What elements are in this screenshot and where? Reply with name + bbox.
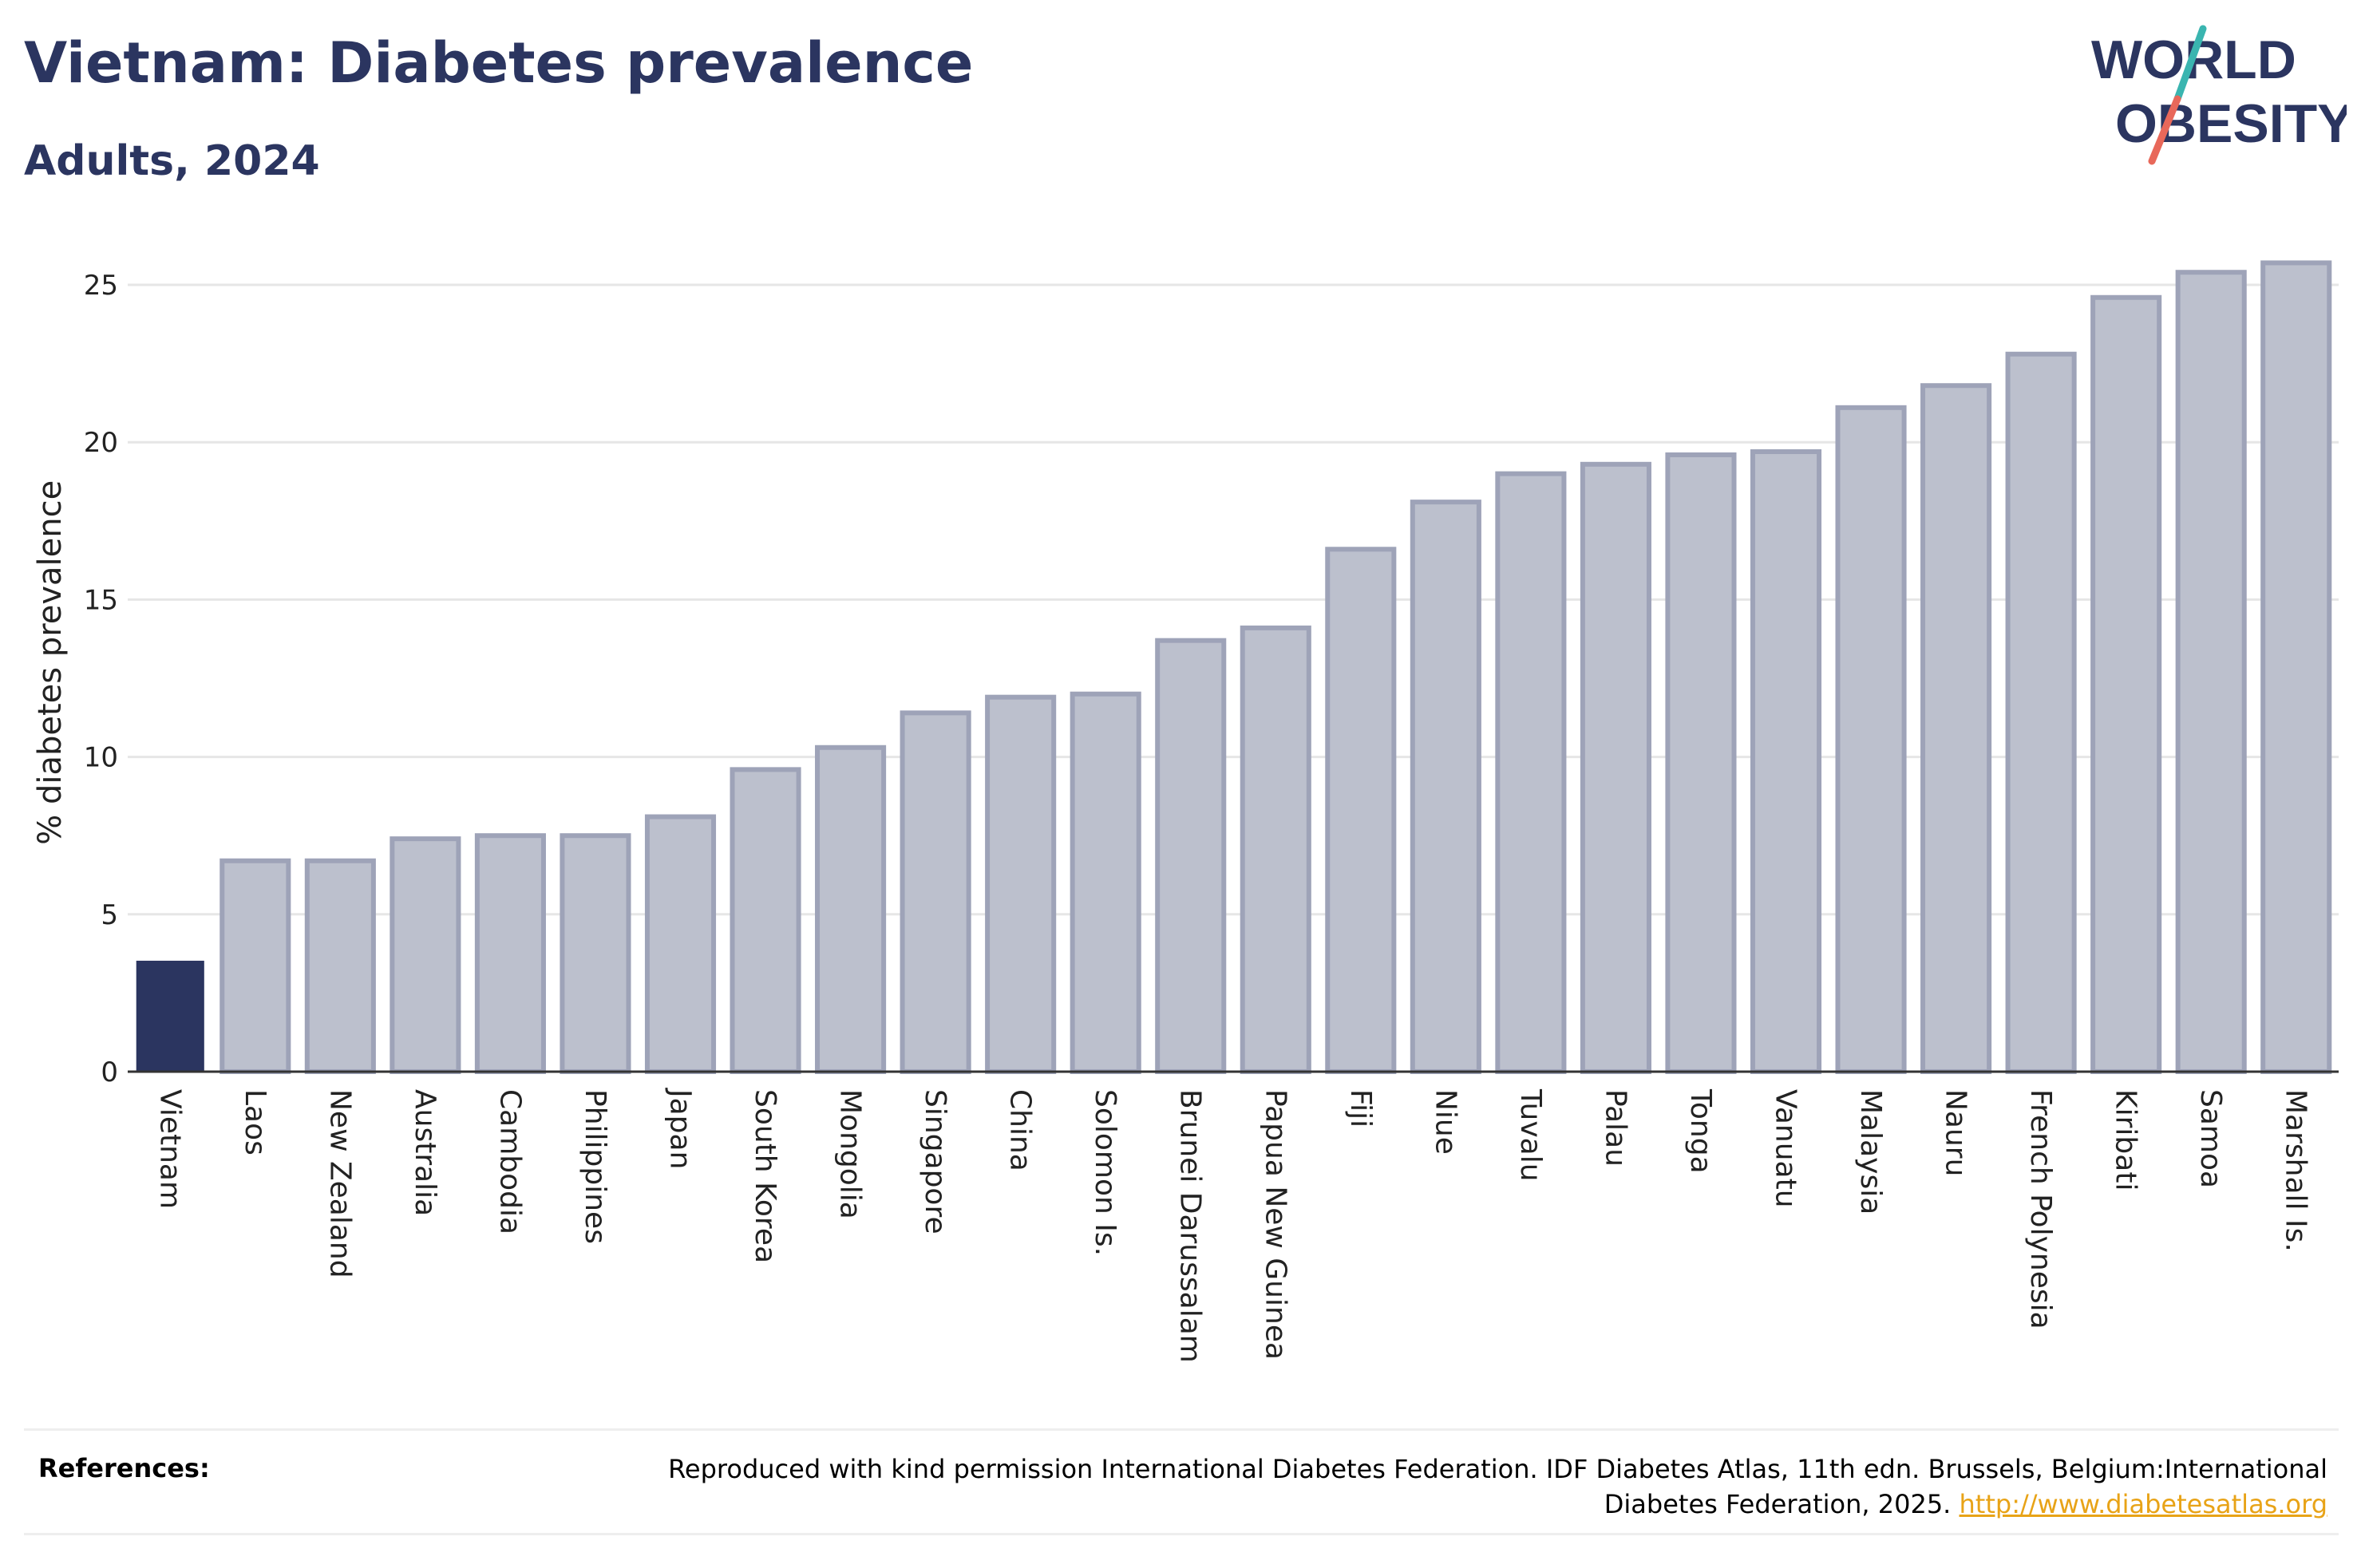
bar-papua-new-guinea bbox=[1240, 625, 1311, 1074]
x-tick-label: Tonga bbox=[1684, 1088, 1717, 1174]
x-tick-label: Vanuatu bbox=[1770, 1089, 1802, 1208]
x-tick-label: China bbox=[1004, 1089, 1037, 1171]
x-tick-label: New Zealand bbox=[323, 1089, 356, 1278]
bar-solomon-is- bbox=[1070, 691, 1141, 1074]
bar-japan bbox=[644, 814, 717, 1074]
bar-vietnam bbox=[136, 960, 204, 1072]
x-tick-label: Mongolia bbox=[834, 1089, 867, 1219]
logo-slash-bottom bbox=[2148, 95, 2181, 165]
world-obesity-logo: WORLD OBESITY bbox=[2091, 25, 2347, 165]
bar-australia bbox=[390, 836, 461, 1075]
y-tick-label: 5 bbox=[101, 899, 118, 931]
bar-french-polynesia bbox=[2005, 351, 2077, 1074]
x-tick-label: Australia bbox=[409, 1089, 441, 1216]
bar-new-zealand bbox=[304, 858, 376, 1074]
bar-vanuatu bbox=[1750, 449, 1822, 1074]
references-citation: Reproduced with kind permission Internat… bbox=[668, 1454, 2327, 1519]
references-text-block: Reproduced with kind permission Internat… bbox=[611, 1451, 2327, 1522]
bar-laos bbox=[219, 858, 291, 1074]
x-tick-label: Tuvalu bbox=[1514, 1088, 1547, 1182]
bar-marshall-is- bbox=[2260, 260, 2332, 1074]
bar-samoa bbox=[2175, 270, 2247, 1074]
y-tick-label: 0 bbox=[101, 1057, 118, 1088]
bar-fiji bbox=[1325, 547, 1397, 1074]
bar-china bbox=[985, 694, 1057, 1074]
x-tick-label: Fiji bbox=[1344, 1089, 1377, 1128]
x-tick-label: Cambodia bbox=[493, 1089, 526, 1234]
bar-niue bbox=[1410, 500, 1481, 1074]
x-tick-label: Papua New Guinea bbox=[1259, 1089, 1291, 1360]
y-axis-label: % diabetes prevalence bbox=[32, 480, 69, 845]
chart-subtitle: Adults, 2024 bbox=[24, 137, 320, 185]
x-tick-label: Brunei Darussalam bbox=[1174, 1089, 1207, 1363]
x-tick-label: Malaysia bbox=[1854, 1089, 1887, 1215]
chart-title: Vietnam: Diabetes prevalence bbox=[24, 30, 974, 96]
logo-slash-top bbox=[2173, 25, 2207, 103]
x-tick-label: South Korea bbox=[749, 1089, 781, 1263]
y-tick-label: 15 bbox=[84, 584, 118, 616]
references-link[interactable]: http://www.diabetesatlas.org bbox=[1959, 1489, 2327, 1519]
bar-nauru bbox=[1920, 383, 1992, 1074]
references-box: References: Reproduced with kind permiss… bbox=[24, 1428, 2339, 1535]
y-tick-label: 10 bbox=[84, 742, 118, 774]
bar-kiribati bbox=[2090, 294, 2162, 1074]
bar-malaysia bbox=[1835, 405, 1907, 1075]
logo-word-obesity: OBESITY bbox=[2115, 93, 2347, 154]
x-tick-label: Niue bbox=[1429, 1089, 1461, 1155]
x-tick-label: Palau bbox=[1599, 1089, 1631, 1167]
bar-south-korea bbox=[730, 767, 801, 1074]
bar-brunei-darussalam bbox=[1155, 638, 1227, 1074]
x-tick-label: Nauru bbox=[1940, 1089, 1972, 1176]
y-tick-label: 20 bbox=[84, 427, 118, 459]
bar-singapore bbox=[900, 710, 971, 1074]
x-tick-label: Samoa bbox=[2194, 1089, 2227, 1188]
x-tick-label: Vietnam bbox=[153, 1089, 186, 1209]
bar-philippines bbox=[560, 833, 631, 1074]
bar-chart: 0 5 10 15 20 25 % diabetes prevalence Vietnam La… bbox=[32, 260, 2339, 1363]
x-tick-label: Solomon Is. bbox=[1089, 1089, 1121, 1256]
references-label: References: bbox=[38, 1453, 210, 1483]
x-tick-label: Kiribati bbox=[2110, 1089, 2142, 1191]
bar-cambodia bbox=[474, 833, 546, 1074]
x-tick-label: Japan bbox=[664, 1088, 697, 1169]
bar-palau bbox=[1580, 461, 1651, 1074]
x-tick-label: Singapore bbox=[919, 1089, 951, 1234]
x-tick-label: Marshall Is. bbox=[2280, 1089, 2312, 1252]
x-tick-label: Laos bbox=[239, 1089, 271, 1155]
bar-tonga bbox=[1665, 452, 1737, 1074]
x-tick-label: Philippines bbox=[579, 1089, 611, 1244]
x-tick-label: French Polynesia bbox=[2024, 1089, 2057, 1329]
bar-mongolia bbox=[815, 745, 887, 1074]
y-tick-label: 25 bbox=[84, 270, 118, 302]
bar-tuvalu bbox=[1495, 471, 1567, 1074]
